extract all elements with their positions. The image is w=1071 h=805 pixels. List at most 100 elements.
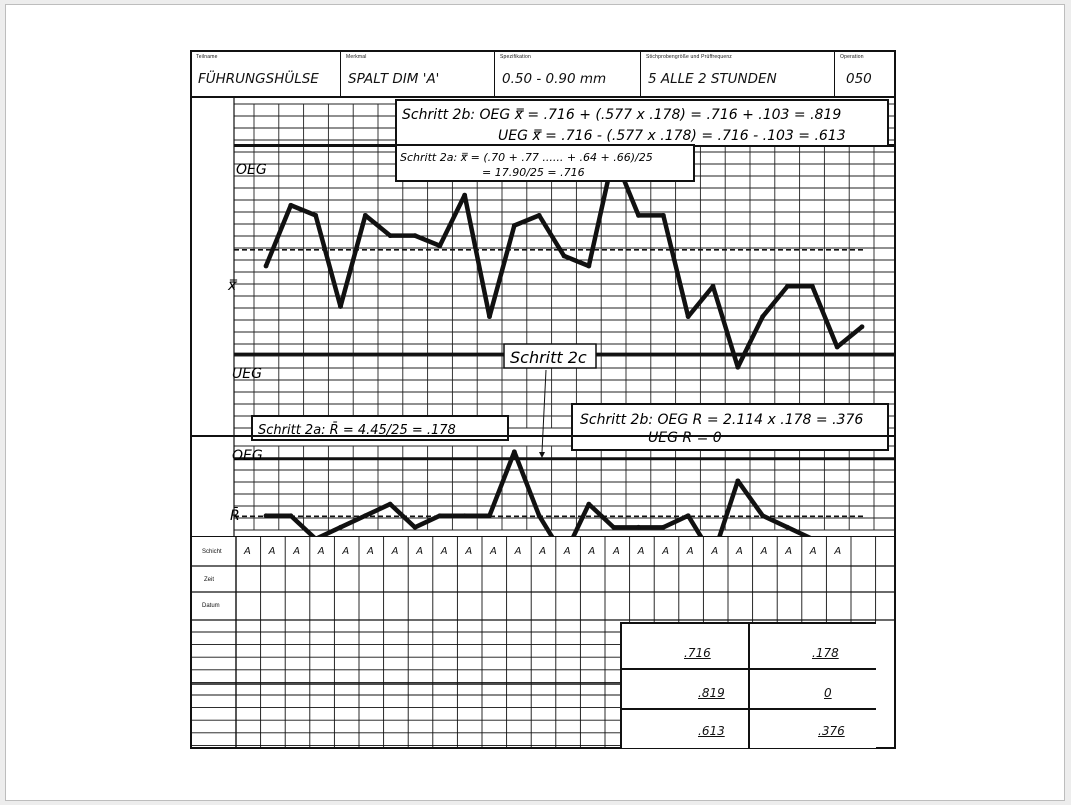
shift-cell: A: [293, 546, 301, 557]
r-series-point: [660, 524, 666, 530]
xbar-series-point: [809, 283, 815, 289]
header-caption: Operation: [840, 54, 864, 60]
r-oeg-label: OEG: [232, 448, 263, 464]
control-chart-sheet: Teilname FÜHRUNGSHÜLSE Merkmal SPALT DIM…: [190, 50, 896, 749]
teilname-value: FÜHRUNGSHÜLSE: [198, 71, 319, 87]
xbar-series-point: [437, 243, 443, 249]
r-series-point: [437, 513, 443, 519]
r-series-point: [536, 513, 542, 519]
r-series-point: [338, 524, 343, 530]
annotation-s2b-xbar: Schritt 2b: OEG x̿ = .716 + (.577 x .178…: [395, 99, 889, 147]
xbar-series-point: [338, 304, 343, 309]
annotation-s2a-xbar: Schritt 2a: x̿ = (.70 + .77 ...... + .64…: [395, 144, 695, 182]
xbar-series-point: [387, 233, 393, 239]
xbar-series-point: [536, 212, 542, 218]
zeit-label: Zeit: [204, 577, 215, 583]
shift-cell: A: [367, 546, 374, 557]
r-symbol-label: R̄: [230, 506, 240, 524]
shift-cell: A: [342, 546, 350, 557]
shift-cell: A: [809, 546, 817, 557]
xbar-series-point: [710, 283, 716, 289]
rbar-summary-value: .178: [812, 646, 839, 660]
shift-cell: A: [514, 546, 522, 557]
xbar-series-point: [785, 283, 790, 289]
xbar-series-point: [263, 263, 269, 269]
annotation-text: UEG x̿ = .716 - (.577 x .178) = .716 - .…: [498, 128, 846, 144]
data-table: Schicht Zeit Datum A A A A A A A A A A A A A A A A A A A A A…: [192, 536, 894, 748]
r-series-point: [611, 524, 617, 530]
xbar-series-point: [760, 314, 766, 320]
shift-cell: A: [440, 546, 448, 557]
oeg-x-summary-value: .819: [698, 686, 725, 700]
shift-cell: A: [539, 546, 547, 557]
xbar-series-point: [660, 212, 666, 218]
shift-cell: A: [637, 546, 645, 557]
datum-label: Datum: [202, 603, 220, 609]
header-frequenz: Stichprobengröße und Prüffrequenz 5 ALLE…: [642, 52, 835, 96]
xbar-series-point: [313, 212, 319, 218]
annotation-text: Schritt 2b: OEG R = 2.114 x .178 = .376: [580, 412, 863, 428]
shift-cell: A: [736, 546, 743, 557]
r-series-point: [636, 524, 641, 530]
annotation-text: UEG R = 0: [648, 430, 722, 446]
r-series-point: [511, 449, 517, 455]
xbar-series-point: [735, 364, 741, 370]
r-series-point: [586, 501, 592, 507]
shift-cell: A: [563, 546, 571, 557]
r-series: [263, 449, 812, 536]
shift-cell: A: [785, 546, 793, 557]
xbar-summary-value: .716: [684, 646, 711, 660]
r-series-point: [760, 513, 766, 519]
xbar-series-point: [412, 233, 418, 239]
xbar-series-point: [834, 344, 840, 350]
shift-cell: A: [760, 546, 768, 557]
r-series-point: [412, 524, 418, 530]
header-merkmal: Merkmal SPALT DIM 'A': [342, 52, 495, 96]
annotation-s2b-r: Schritt 2b: OEG R = 2.114 x .178 = .376 …: [571, 403, 889, 451]
summary-box: .716 .178 .819 0 .613 .376: [620, 622, 876, 748]
header-caption: Stichprobengröße und Prüffrequenz: [646, 54, 733, 60]
shift-cell: A: [416, 546, 424, 557]
shift-cell: A: [686, 546, 694, 557]
oeg-r-summary-value: .376: [818, 724, 845, 738]
annotation-text: = 17.90/25 = .716: [482, 166, 585, 179]
annotation-text: Schritt 2b: OEG x̿ = .716 + (.577 x .178…: [402, 107, 841, 123]
xbar-series: [263, 152, 865, 370]
shift-cell: A: [662, 546, 670, 557]
shift-cell: A: [244, 546, 251, 557]
xbar-series-point: [561, 253, 567, 259]
header-teilname: Teilname FÜHRUNGSHÜLSE: [192, 52, 341, 96]
xbar-ueg-label: UEG: [232, 366, 262, 382]
table-grid: [192, 536, 894, 747]
annotation-text: Schritt 2a: x̿ = (.70 + .77 ...... + .64…: [400, 151, 653, 164]
annotation-text: Schritt 2a: R̄ = 4.45/25 = .178: [258, 423, 456, 438]
annotation-s2c: Schritt 2c: [503, 343, 597, 458]
r-series-point: [263, 513, 269, 519]
r-series-point: [785, 524, 790, 530]
xbar-series-point: [859, 324, 865, 330]
r-series-point: [288, 513, 294, 519]
ueg-r-summary-value: 0: [824, 686, 832, 700]
xbar-series-point: [462, 192, 468, 198]
r-series-point: [462, 513, 468, 519]
shift-cell: A: [465, 546, 473, 557]
header-row: Teilname FÜHRUNGSHÜLSE Merkmal SPALT DIM…: [192, 52, 894, 98]
r-series-point: [685, 513, 691, 519]
header-caption: Spezifikation: [500, 54, 531, 60]
xbar-series-point: [685, 314, 691, 320]
r-series-point: [735, 478, 741, 484]
header-caption: Merkmal: [346, 54, 367, 60]
shift-cell: A: [268, 546, 276, 557]
control-charts: OEG UEG x̿ OEG R̄ Schritt 2b: OEG x̿ = .…: [192, 98, 894, 536]
xbar-series-point: [288, 202, 294, 208]
operation-value: 050: [846, 71, 872, 87]
header-operation: Operation 050: [836, 52, 894, 96]
spezifikation-value: 0.50 - 0.90 mm: [502, 71, 607, 87]
xbar-series-point: [362, 212, 368, 218]
frequenz-value: 5 ALLE 2 STUNDEN: [648, 71, 777, 87]
r-series-point: [362, 513, 368, 519]
r-series-point: [487, 513, 492, 519]
xbar-series-point: [511, 223, 517, 228]
xbar-series-line: [263, 152, 864, 370]
xbar-series-point: [586, 263, 592, 269]
